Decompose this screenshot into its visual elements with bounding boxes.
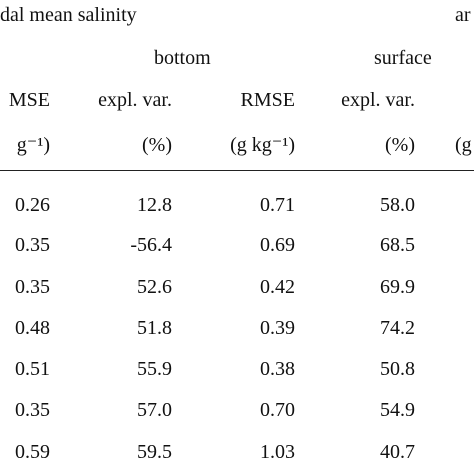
column-header: expl. var. (341, 89, 415, 111)
unit-label: (%) (385, 134, 415, 156)
cell: 50.8 (380, 358, 415, 380)
cell: 0.26 (15, 194, 50, 216)
cell: 0.71 (260, 194, 295, 216)
caption: dal mean salinity (0, 4, 137, 26)
cell: 55.9 (137, 358, 172, 380)
column-header: MSE (8, 89, 50, 111)
group-header: bottom (154, 47, 211, 69)
cell: 54.9 (380, 399, 415, 421)
cell: -56.4 (130, 234, 172, 256)
column-header: expl. var. (98, 89, 172, 111)
cell: 51.8 (137, 317, 172, 339)
cell: 0.59 (15, 441, 50, 463)
cell: 0.42 (260, 276, 295, 298)
unit-label: (%) (142, 134, 172, 156)
cell: 0.38 (260, 358, 295, 380)
unit-label: (g kg⁻¹) (230, 134, 295, 156)
header-rule (0, 170, 474, 171)
cell: 40.7 (380, 441, 415, 463)
cell: 0.48 (15, 317, 50, 339)
column-header: RMSE (240, 89, 295, 111)
cell: 59.5 (137, 441, 172, 463)
cell: 69.9 (380, 276, 415, 298)
cell: 0.35 (15, 276, 50, 298)
cell: 58.0 (380, 194, 415, 216)
cell: 12.8 (137, 194, 172, 216)
cell: 52.6 (137, 276, 172, 298)
unit-label: g⁻¹) (16, 134, 50, 156)
cell: 0.39 (260, 317, 295, 339)
cell: 0.70 (260, 399, 295, 421)
cell: 68.5 (380, 234, 415, 256)
caption: ar (455, 4, 471, 26)
cell: 0.35 (15, 399, 50, 421)
cell: 0.69 (260, 234, 295, 256)
cell: 1.03 (260, 441, 295, 463)
cell: 0.51 (15, 358, 50, 380)
unit-label: (g (455, 134, 472, 156)
cell: 74.2 (380, 317, 415, 339)
cell: 57.0 (137, 399, 172, 421)
cell: 0.35 (15, 234, 50, 256)
group-header: surface (374, 47, 432, 69)
